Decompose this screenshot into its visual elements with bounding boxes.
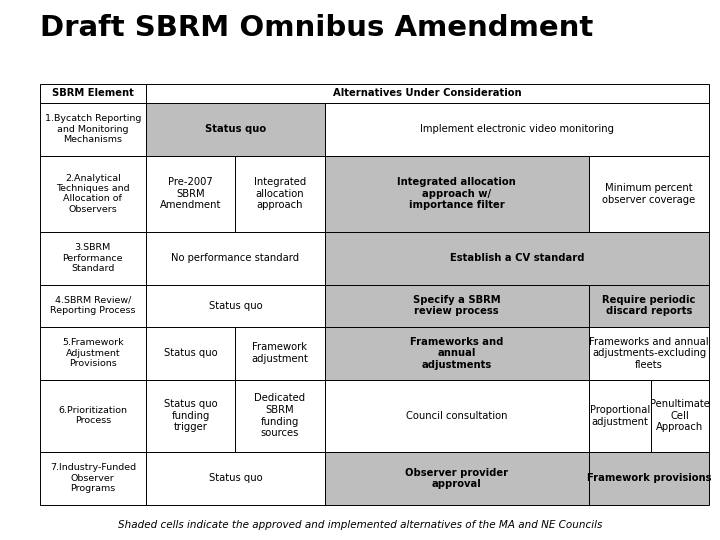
Text: 7.Industry-Funded
Observer
Programs: 7.Industry-Funded Observer Programs [50,463,136,493]
Bar [235,327,325,380]
Bar [235,380,325,452]
Text: 6.Prioritization
Process: 6.Prioritization Process [58,406,127,426]
Text: 4.SBRM Review/
Reporting Process: 4.SBRM Review/ Reporting Process [50,296,135,315]
Bar [40,84,146,103]
Text: No performance standard: No performance standard [171,253,300,264]
Bar [589,285,709,327]
Text: Pre-2007
SBRM
Amendment: Pre-2007 SBRM Amendment [160,177,221,211]
Bar [235,156,325,232]
Bar [589,327,709,380]
Text: 5.Framework
Adjustment
Provisions: 5.Framework Adjustment Provisions [62,338,124,368]
Bar [146,452,325,505]
Text: Integrated
allocation
approach: Integrated allocation approach [254,177,306,211]
Bar [146,285,325,327]
Bar [325,103,709,156]
Text: Require periodic
discard reports: Require periodic discard reports [603,295,696,316]
Bar [40,452,146,505]
Text: Status quo
funding
trigger: Status quo funding trigger [164,399,217,433]
Text: Establish a CV standard: Establish a CV standard [450,253,584,264]
Bar [146,103,325,156]
Bar [146,327,235,380]
Bar [146,84,709,103]
Bar [325,285,589,327]
Text: Observer provider
approval: Observer provider approval [405,468,508,489]
Bar [146,380,235,452]
Bar [589,380,651,452]
Text: Proportional
adjustment: Proportional adjustment [590,405,650,427]
Bar [40,156,146,232]
Text: Framework
adjustment: Framework adjustment [251,342,308,364]
Text: Draft SBRM Omnibus Amendment: Draft SBRM Omnibus Amendment [40,14,593,42]
Text: 2.Analytical
Techniques and
Allocation of
Observers: 2.Analytical Techniques and Allocation o… [56,174,130,214]
Text: Integrated allocation
approach w/
importance filter: Integrated allocation approach w/ import… [397,177,516,211]
Text: 3.SBRM
Performance
Standard: 3.SBRM Performance Standard [63,244,123,273]
Text: Status quo: Status quo [164,348,217,358]
Text: Minimum percent
observer coverage: Minimum percent observer coverage [603,183,696,205]
Text: Penultimate
Cell
Approach: Penultimate Cell Approach [650,399,710,433]
Bar [325,156,589,232]
Bar [651,380,709,452]
Bar [146,232,325,285]
Bar [40,103,146,156]
Text: Specify a SBRM
review process: Specify a SBRM review process [413,295,500,316]
Bar [589,452,709,505]
Bar [40,285,146,327]
Text: Dedicated
SBRM
funding
sources: Dedicated SBRM funding sources [254,393,305,438]
Text: Council consultation: Council consultation [406,411,508,421]
Text: Frameworks and
annual
adjustments: Frameworks and annual adjustments [410,336,503,370]
Text: Frameworks and annual
adjustments-excluding
fleets: Frameworks and annual adjustments-exclud… [589,336,709,370]
Bar [40,380,146,452]
Text: Alternatives Under Consideration: Alternatives Under Consideration [333,88,522,98]
Bar [40,232,146,285]
Bar [325,327,589,380]
Text: Status quo: Status quo [204,124,266,134]
Bar [40,327,146,380]
Text: Shaded cells indicate the approved and implemented alternatives of the MA and NE: Shaded cells indicate the approved and i… [118,520,602,530]
Bar [325,452,589,505]
Text: SBRM Element: SBRM Element [52,88,134,98]
Bar [325,232,709,285]
Text: Implement electronic video monitoring: Implement electronic video monitoring [420,124,614,134]
Bar [146,156,235,232]
Text: 1.Bycatch Reporting
and Monitoring
Mechanisms: 1.Bycatch Reporting and Monitoring Mecha… [45,114,141,144]
Text: Framework provisions: Framework provisions [587,474,711,483]
Bar [589,156,709,232]
Text: Status quo: Status quo [209,301,262,310]
Bar [325,380,589,452]
Text: Status quo: Status quo [209,474,262,483]
